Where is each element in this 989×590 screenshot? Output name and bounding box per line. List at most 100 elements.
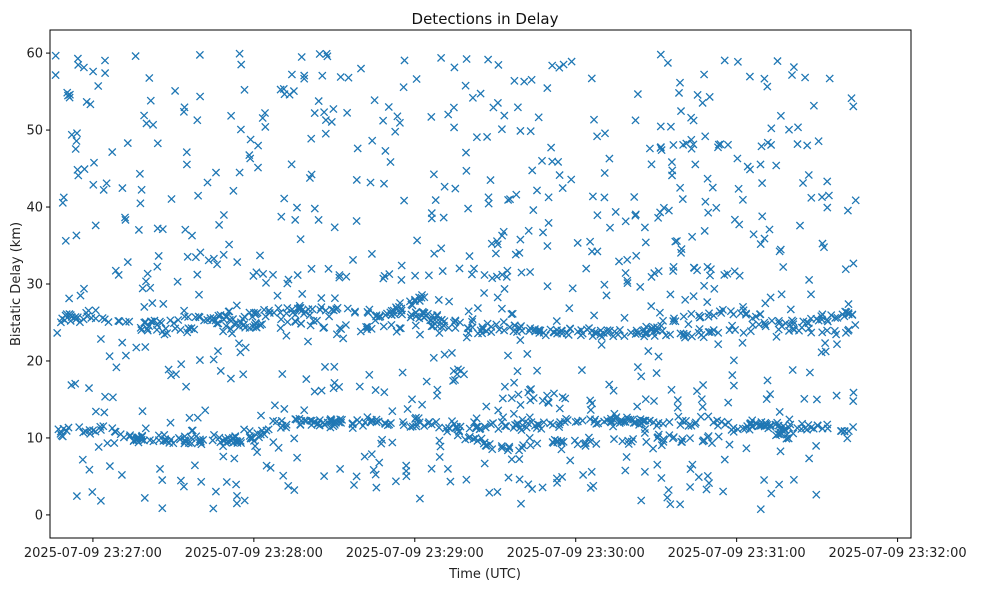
data-point [411,414,420,423]
data-point [349,480,359,490]
data-point [527,75,536,84]
data-point [814,137,823,146]
data-point [685,434,695,443]
data-point [300,406,309,415]
data-point [717,308,726,318]
data-point [219,210,228,220]
data-point [742,309,751,318]
data-point [526,441,535,450]
data-point [384,102,393,112]
data-point [832,340,842,349]
data-point [544,193,553,202]
data-point [282,331,291,340]
data-point [344,73,353,82]
data-point [817,348,826,357]
data-point [844,427,853,436]
data-point [693,90,702,99]
data-point [767,489,776,498]
data-point [754,421,763,430]
data-point [695,324,704,334]
data-point [760,234,769,243]
data-point [615,325,624,334]
data-point [378,435,387,444]
data-point [757,142,766,151]
data-point [610,327,619,336]
data-point [120,213,130,222]
data-point [553,436,562,445]
data-point [714,140,723,149]
data-point [397,261,406,270]
data-point [439,213,448,222]
data-point [724,398,733,407]
data-point [671,317,680,326]
data-point [548,420,557,429]
data-point [158,504,167,513]
data-point [429,170,438,179]
data-point [413,236,422,245]
data-point [661,331,671,340]
data-point [72,129,82,138]
data-point [450,375,460,385]
data-point [440,182,449,191]
data-point [424,271,433,280]
data-point [485,488,494,497]
data-point [476,89,485,98]
data-point [786,305,795,314]
data-point [176,325,185,334]
data-point [211,487,220,496]
data-point [209,355,218,364]
data-point [480,459,489,468]
data-point [568,284,577,293]
data-point [502,272,511,281]
data-point [211,168,221,177]
data-point [332,304,341,314]
data-point [666,122,675,131]
data-point [580,439,589,448]
data-point [427,316,436,325]
data-point [526,385,536,394]
data-point [659,203,668,212]
data-point [462,54,471,64]
data-point [94,442,103,452]
data-point [157,318,166,328]
data-point [789,475,798,484]
data-point [330,362,339,371]
data-point [686,465,695,474]
data-point [72,231,81,240]
data-point [555,420,564,429]
data-point [728,371,737,380]
data-point [89,158,99,167]
data-point [190,461,199,470]
data-point [453,431,462,440]
data-point [327,117,336,126]
data-point [555,63,564,72]
data-point [258,320,267,329]
data-point [519,441,528,450]
data-point [222,321,231,330]
data-point [443,464,452,473]
data-point [114,316,123,325]
data-point [279,471,288,480]
data-point [543,241,552,251]
data-point [470,418,479,427]
data-point [472,133,481,142]
data-point [699,380,708,390]
data-point [605,223,615,232]
data-point [703,298,712,307]
data-point [86,100,95,109]
data-point [236,348,245,357]
y-axis: 0 10 20 30 40 50 60 [26,47,50,523]
data-point [467,270,476,279]
data-point [748,320,757,329]
data-point [500,111,509,120]
data-point [159,299,168,308]
data-point [131,52,140,61]
data-point [500,284,509,293]
data-point [678,435,687,444]
data-point [397,306,406,315]
data-point [504,195,513,204]
data-point [330,223,339,232]
data-point [533,366,542,375]
data-point [694,473,703,482]
data-point [621,217,630,226]
